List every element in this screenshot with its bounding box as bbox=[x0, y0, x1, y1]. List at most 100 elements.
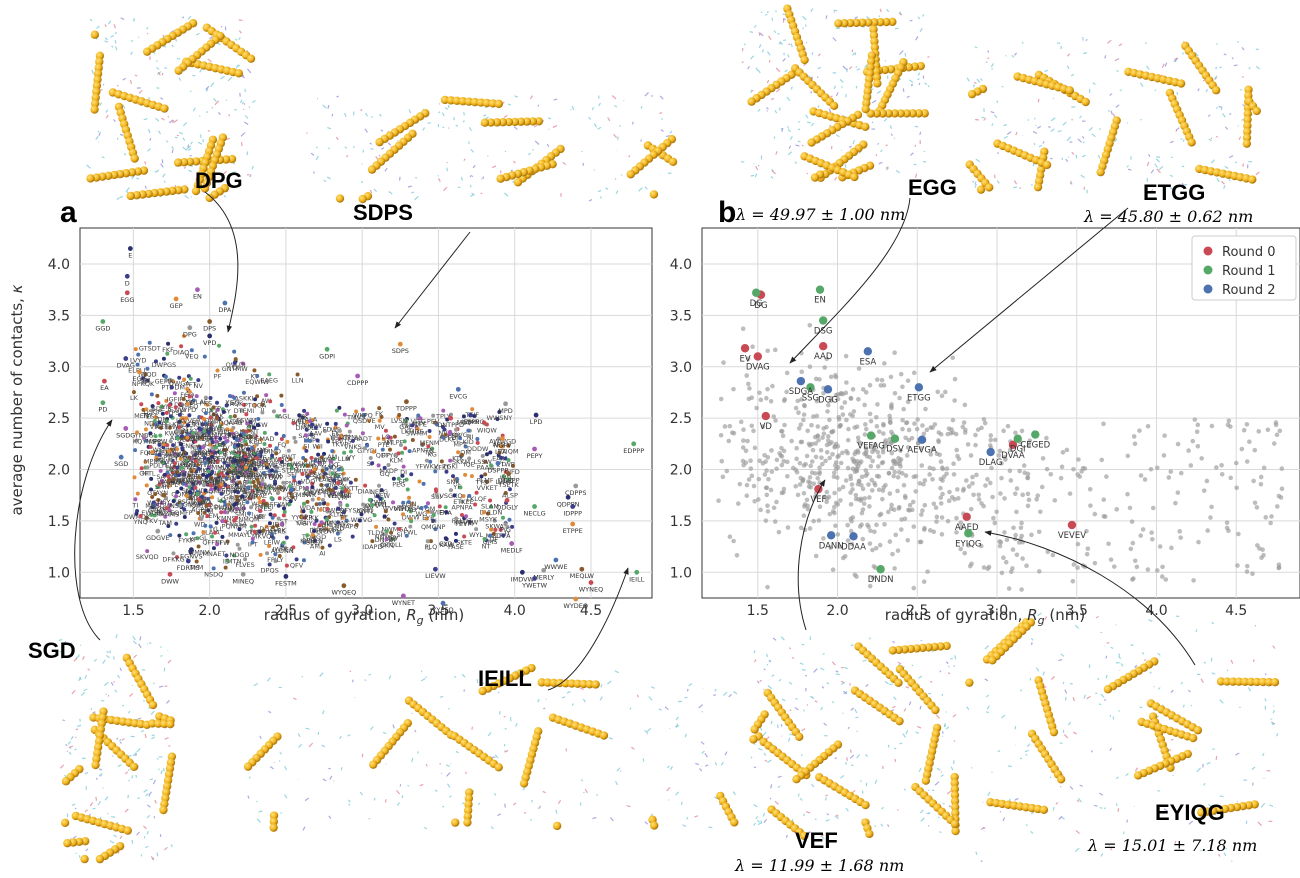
data-point-label: GDN bbox=[238, 494, 253, 502]
data-point bbox=[167, 425, 172, 430]
background-point bbox=[821, 426, 826, 431]
data-point bbox=[400, 473, 405, 478]
data-point bbox=[213, 530, 218, 535]
data-point bbox=[312, 528, 317, 533]
data-point bbox=[468, 412, 473, 418]
data-point bbox=[324, 467, 329, 472]
data-point bbox=[377, 483, 382, 488]
background-point bbox=[939, 465, 945, 471]
data-point bbox=[184, 483, 189, 488]
data-point bbox=[196, 497, 201, 502]
data-point-label: PLNV bbox=[185, 488, 202, 496]
data-point bbox=[131, 390, 136, 395]
data-point bbox=[133, 497, 138, 502]
data-point bbox=[453, 531, 458, 536]
data-point bbox=[308, 438, 313, 443]
data-point-label: EAGN bbox=[236, 458, 254, 466]
data-point-label: WG bbox=[416, 510, 427, 518]
data-point bbox=[256, 416, 261, 421]
data-point bbox=[335, 531, 340, 536]
background-point bbox=[1257, 546, 1262, 551]
panel-b-background-points bbox=[716, 289, 1285, 592]
background-point bbox=[817, 465, 822, 470]
data-point-label: GQAY bbox=[148, 507, 166, 515]
data-point-label: MVYPY bbox=[261, 459, 283, 467]
background-point bbox=[828, 545, 833, 550]
data-point bbox=[244, 457, 249, 462]
data-point-label: MDFAE bbox=[225, 487, 247, 495]
data-point bbox=[182, 420, 187, 425]
data-point-label: PLNLN bbox=[302, 537, 323, 545]
data-point-label: NEPG bbox=[370, 488, 388, 496]
data-point-label: KSIV bbox=[283, 495, 298, 503]
background-point bbox=[860, 387, 866, 392]
data-point-label: IEPPP bbox=[462, 418, 480, 426]
data-point bbox=[139, 402, 144, 407]
data-point-label: VIDPY bbox=[183, 454, 202, 462]
background-point bbox=[729, 430, 735, 435]
legend-label: Round 1 bbox=[1222, 264, 1276, 279]
background-point bbox=[951, 472, 957, 477]
round-point bbox=[796, 376, 806, 386]
data-point bbox=[451, 474, 456, 479]
data-point-label: NV bbox=[438, 429, 448, 437]
background-point bbox=[828, 374, 834, 380]
data-point-label: LGE bbox=[187, 472, 200, 480]
data-point bbox=[376, 463, 381, 468]
data-point-label: YTK bbox=[172, 477, 186, 485]
data-point-label: NMAPG bbox=[335, 523, 359, 531]
data-point-label: ETPPE bbox=[563, 527, 583, 535]
data-point bbox=[448, 415, 454, 421]
data-point bbox=[443, 432, 448, 437]
background-point bbox=[879, 377, 885, 383]
data-point bbox=[171, 443, 176, 448]
background-point bbox=[1010, 547, 1016, 552]
background-point bbox=[817, 480, 822, 486]
data-point-label: TY bbox=[141, 411, 150, 419]
data-point bbox=[261, 528, 266, 533]
round-point-label: DVAG bbox=[746, 362, 770, 372]
data-point-label: LSGF bbox=[243, 474, 260, 482]
data-point bbox=[249, 524, 254, 529]
data-point bbox=[370, 461, 375, 466]
background-point bbox=[872, 442, 878, 447]
data-point bbox=[204, 474, 209, 479]
data-point-label: DDE bbox=[237, 455, 251, 463]
background-point bbox=[751, 483, 757, 489]
data-point-label: QLY bbox=[201, 407, 213, 415]
data-point-label: YGQ bbox=[225, 399, 240, 407]
background-point bbox=[737, 481, 743, 487]
data-point bbox=[349, 449, 354, 454]
background-point bbox=[1155, 465, 1160, 471]
data-point bbox=[161, 356, 166, 361]
molecule-rendering bbox=[58, 634, 177, 864]
data-point bbox=[463, 472, 468, 477]
round-point-label: ETGG bbox=[907, 393, 931, 403]
data-point bbox=[288, 462, 293, 467]
background-point bbox=[860, 486, 866, 492]
background-point bbox=[877, 512, 883, 518]
data-point-label: QM bbox=[460, 449, 471, 457]
data-point bbox=[382, 465, 387, 470]
background-point bbox=[844, 417, 849, 423]
data-point bbox=[234, 506, 239, 511]
background-point bbox=[939, 532, 945, 537]
data-point-label: SFFT bbox=[188, 463, 203, 471]
data-point-label: QDGLY bbox=[496, 503, 518, 511]
data-point-label: NDLGG bbox=[179, 435, 203, 443]
data-point bbox=[277, 496, 282, 501]
molecule-rendering bbox=[86, 15, 256, 203]
y-tick-label: 3.0 bbox=[670, 360, 692, 376]
data-point bbox=[202, 491, 207, 496]
data-point bbox=[401, 464, 406, 469]
round-point bbox=[964, 529, 973, 538]
background-point bbox=[794, 456, 799, 462]
panel-a-grid bbox=[80, 228, 652, 598]
data-point bbox=[233, 458, 238, 463]
data-point bbox=[190, 434, 195, 439]
background-point bbox=[958, 520, 964, 526]
data-point-label: VM bbox=[150, 423, 160, 431]
data-point bbox=[501, 474, 506, 479]
data-point bbox=[339, 433, 344, 438]
